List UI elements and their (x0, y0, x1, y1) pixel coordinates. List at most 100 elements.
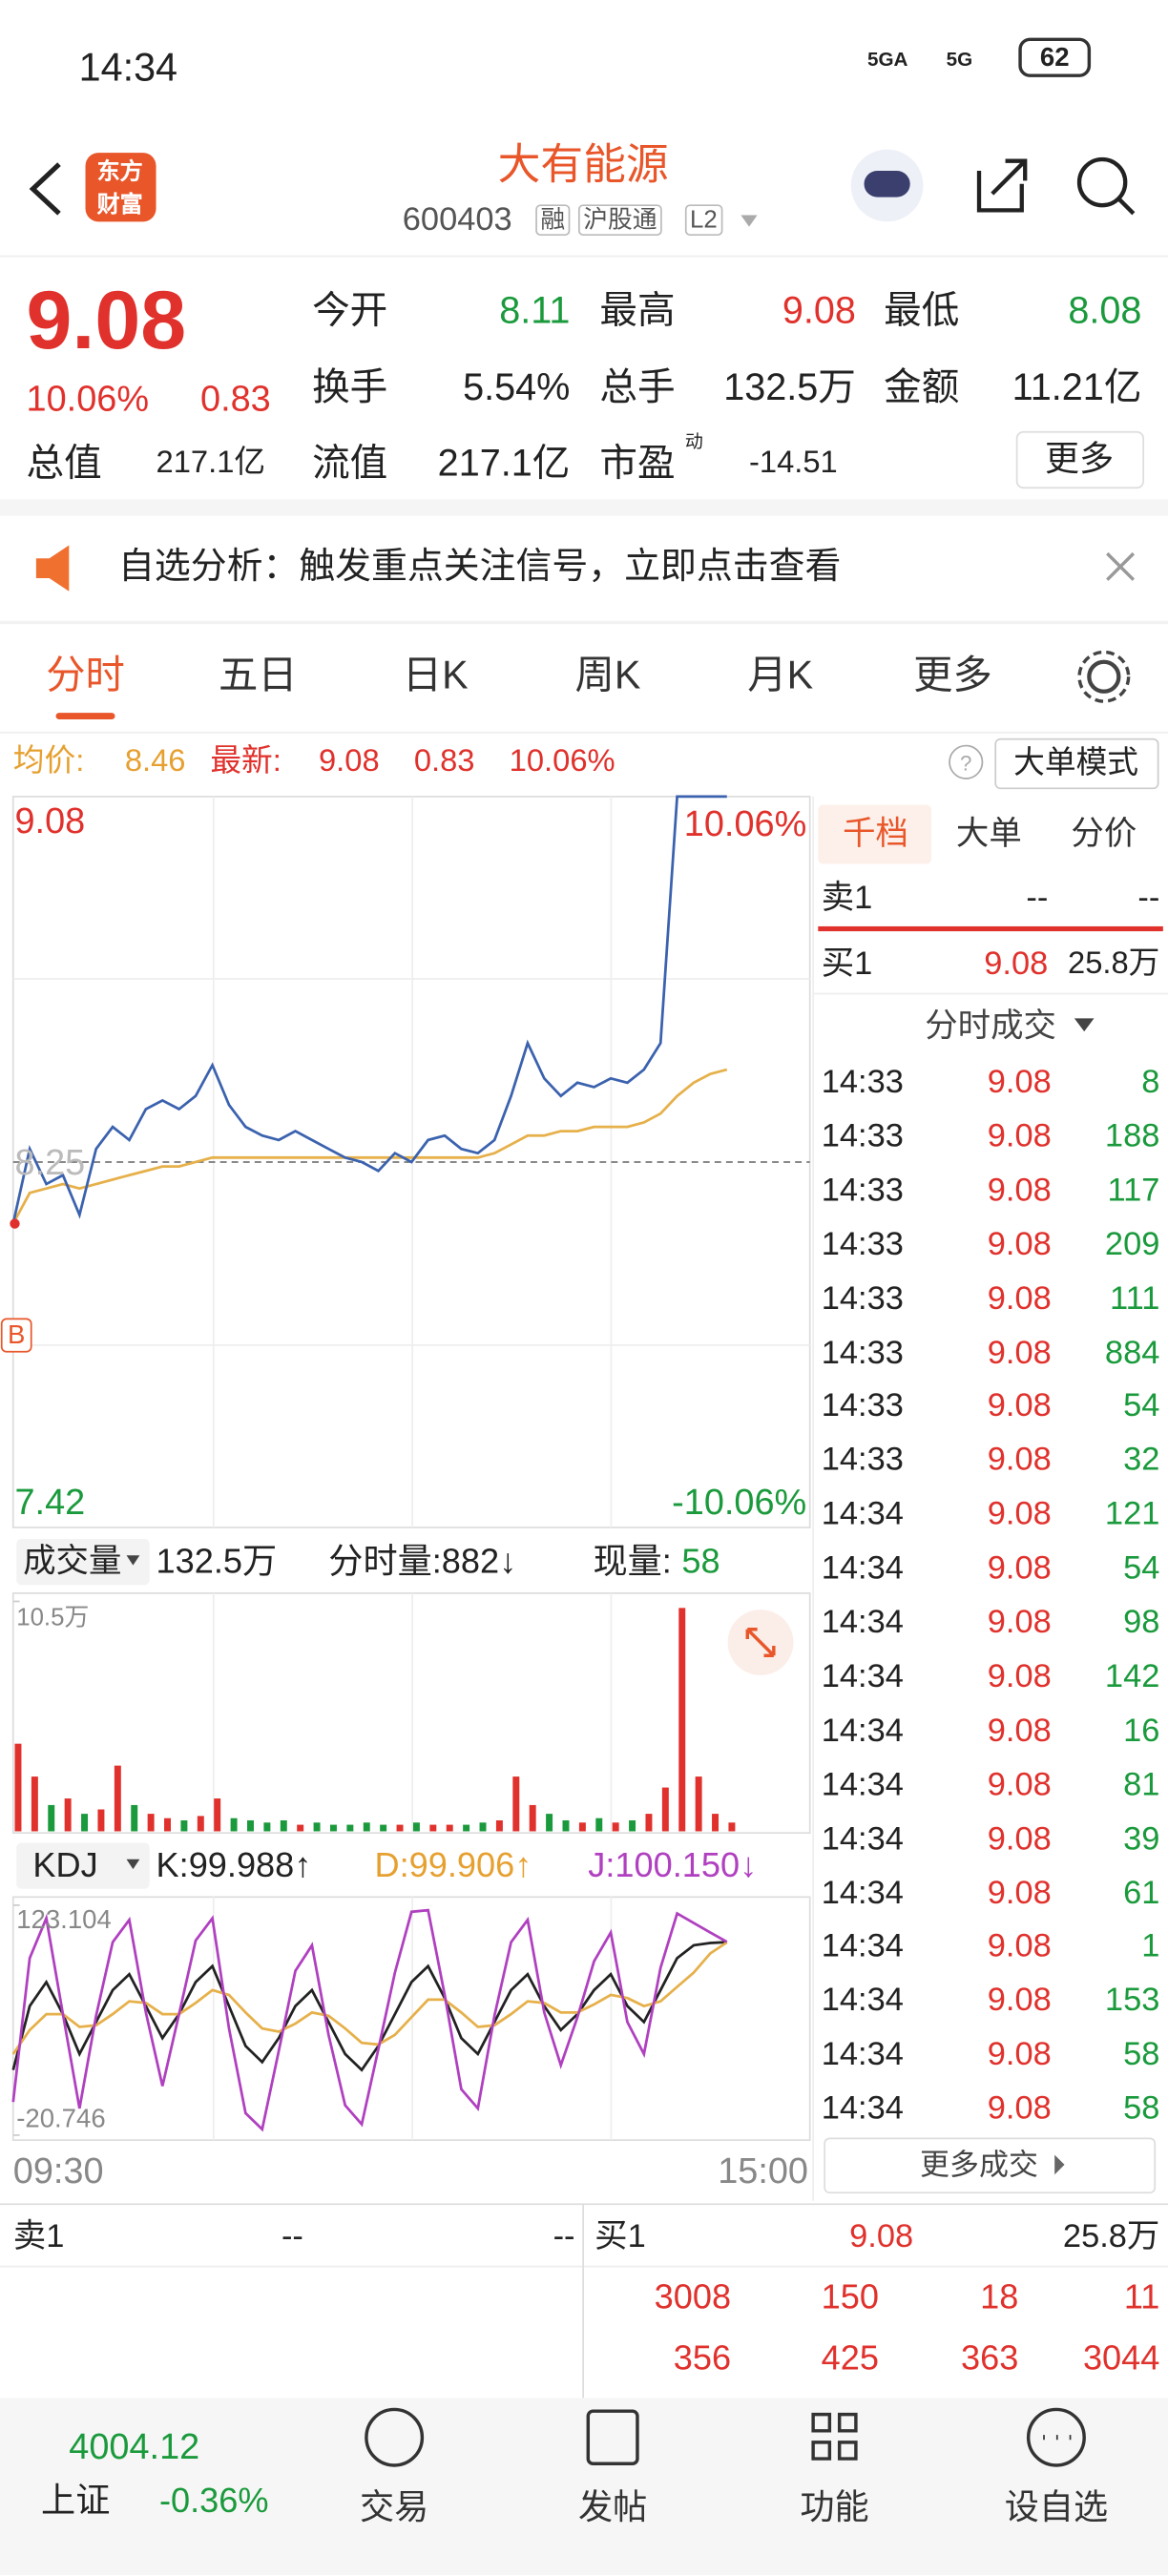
notice-text[interactable]: 自选分析：触发重点关注信号，立即点击查看 (117, 545, 842, 587)
trade-volume: 58 (1123, 2090, 1160, 2128)
nav-item[interactable]: 设自选 (1004, 2488, 1109, 2527)
logo-text: 财富 (96, 190, 143, 218)
speaker-icon (35, 545, 70, 592)
trades-title: 分时成交 (925, 1008, 1056, 1045)
volume-bar (512, 1776, 520, 1832)
volume-bar (396, 1824, 404, 1832)
dropdown-icon (1074, 1018, 1095, 1032)
indicator-name[interactable]: KDJ (32, 1846, 98, 1885)
trade-time: 14:33 (821, 1172, 904, 1209)
status-time: 14:34 (78, 46, 178, 91)
post-icon[interactable] (586, 2409, 639, 2465)
trade-time: 14:34 (821, 1983, 904, 2020)
robot-face (864, 171, 910, 197)
quote-label: 总值 (26, 441, 102, 484)
quote-value: 8.11 (499, 288, 571, 331)
latest-change: 0.83 (413, 744, 475, 779)
close-icon[interactable] (1106, 551, 1136, 581)
period-tab[interactable]: 五日 (218, 654, 298, 698)
mode-button-text[interactable]: 大单模式 (1013, 746, 1139, 781)
last-volume: 分时量:882↓ (328, 1543, 517, 1581)
trade-price: 9.08 (987, 2036, 1052, 2073)
trade-time: 14:34 (821, 1550, 904, 1588)
indicator-selector[interactable] (16, 1842, 150, 1889)
back-icon[interactable] (29, 162, 61, 216)
volume-tick-label: 10.5万 (16, 1604, 90, 1632)
period-tab[interactable]: 日K (402, 654, 469, 698)
mode-button[interactable] (994, 737, 1159, 790)
trade-price: 9.08 (987, 1713, 1052, 1750)
more-trades-button[interactable] (824, 2137, 1157, 2194)
panel-tab[interactable]: 分价 (1071, 816, 1137, 853)
book-cell: 356 (673, 2339, 732, 2378)
volume-bar (728, 1822, 736, 1832)
stock-code: 600403 (402, 201, 512, 239)
trade-time: 14:34 (821, 1496, 904, 1533)
buy-marker-box (0, 1318, 32, 1353)
quote-label: 最低 (884, 288, 960, 331)
time-label: 15:00 (718, 2150, 808, 2192)
volume-bar (297, 1824, 304, 1832)
time-label: 09:30 (12, 2150, 104, 2192)
latest-value: 9.08 (318, 744, 380, 779)
more-button-text[interactable]: 更多 (1044, 441, 1115, 479)
trade-volume: 209 (1104, 1226, 1160, 1263)
share-icon[interactable] (976, 158, 1028, 213)
watchlist-icon[interactable] (1026, 2407, 1086, 2467)
period-tab[interactable]: 周K (574, 654, 641, 698)
trade-price: 9.08 (987, 1604, 1052, 1641)
trade-price: 9.08 (987, 1442, 1052, 1479)
panel-tab[interactable]: 大单 (955, 816, 1022, 853)
volume-selector[interactable] (16, 1539, 150, 1586)
search-icon[interactable] (1076, 156, 1128, 208)
book-ask-price: -- (281, 2218, 303, 2255)
current-volume: 58 (681, 1543, 720, 1581)
volume-bar (429, 1824, 437, 1832)
quote-value: 217.1亿 (156, 446, 266, 481)
trade-time: 14:33 (821, 1280, 904, 1317)
quote-label-sup: 动 (684, 432, 703, 453)
volume-bar (479, 1822, 487, 1832)
trade-price: 9.08 (987, 1766, 1052, 1803)
index-value: 4004.12 (69, 2425, 200, 2467)
trade-price: 9.08 (987, 1118, 1052, 1155)
more-trades[interactable]: 更多成交 (920, 2148, 1038, 2182)
nav-item[interactable]: 功能 (800, 2488, 869, 2527)
quote-label: 总手 (599, 365, 676, 408)
trade-price: 9.08 (987, 1280, 1052, 1317)
function-icon[interactable] (811, 2412, 858, 2461)
trade-price: 9.08 (987, 2090, 1052, 2128)
spread-line (818, 925, 1163, 932)
index-change: -0.36% (158, 2483, 269, 2521)
quote-label: 金额 (884, 365, 960, 408)
divider-band (0, 499, 1168, 516)
quote-value: 217.1亿 (437, 441, 571, 484)
open-dot (10, 1218, 20, 1229)
period-tab[interactable]: 分时 (46, 654, 125, 698)
quote-value: 132.5万 (723, 365, 856, 408)
help-icon[interactable] (949, 744, 984, 779)
more-button[interactable] (1015, 430, 1145, 489)
change: 0.83 (200, 377, 271, 419)
pct-tick-label: 10.06% (683, 802, 807, 844)
period-tab[interactable]: 月K (747, 654, 814, 698)
period-tab[interactable]: 更多 (913, 654, 992, 698)
panel-tab[interactable]: 千档 (843, 816, 908, 853)
trade-price: 9.08 (987, 1983, 1052, 2020)
volume-bar (495, 1819, 503, 1832)
settings-icon[interactable] (1087, 659, 1121, 694)
volume-bar (380, 1824, 387, 1832)
trade-volume: 58 (1123, 2036, 1160, 2073)
volume-bar (230, 1818, 238, 1832)
trade-volume: 8 (1141, 1064, 1160, 1101)
trade-volume: 16 (1123, 1713, 1160, 1750)
nav-item[interactable]: 发帖 (577, 2488, 648, 2527)
kdj-line (11, 1941, 727, 2072)
quote-label: 市盈 (599, 441, 676, 484)
nav-item[interactable]: 交易 (360, 2488, 429, 2527)
battery-level: 62 (1039, 44, 1070, 73)
trade-icon[interactable] (365, 2407, 425, 2467)
volume-selector-text[interactable]: 成交量 (23, 1544, 122, 1581)
panel-tab-active[interactable] (818, 804, 932, 864)
trade-time: 14:34 (821, 1604, 904, 1641)
